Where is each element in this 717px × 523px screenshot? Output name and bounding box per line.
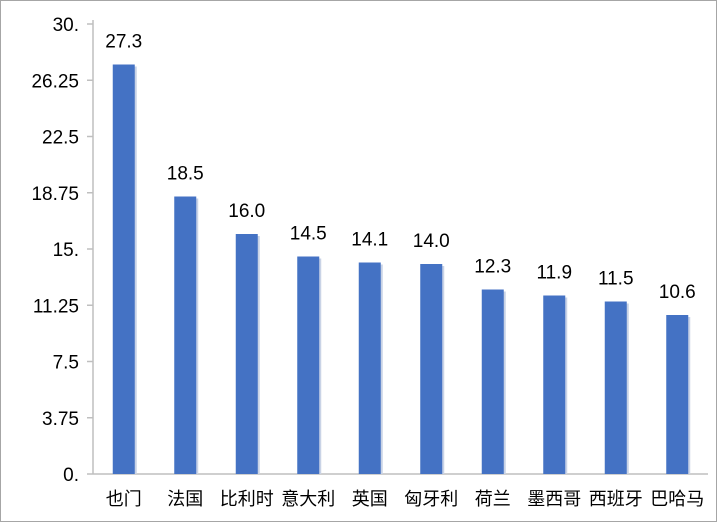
data-label: 14.1 (351, 230, 388, 251)
data-label: 10.6 (659, 282, 696, 303)
category-label: 西班牙 (589, 489, 643, 510)
category-label: 比利时 (220, 489, 274, 510)
bar (666, 315, 689, 474)
y-tick-label: 0. (63, 465, 79, 486)
category-label: 法国 (167, 489, 203, 510)
bar (481, 289, 504, 474)
category-label: 墨西哥 (527, 489, 581, 510)
y-tick-label: 7.5 (53, 353, 79, 374)
bar (358, 262, 381, 474)
y-tick-label: 3.75 (42, 409, 79, 430)
bar (235, 234, 258, 474)
data-label: 14.0 (413, 231, 450, 252)
y-tick-label: 18.75 (31, 184, 79, 205)
y-tick-label: 11.25 (33, 296, 79, 317)
data-label: 16.0 (228, 201, 265, 222)
category-label: 荷兰 (475, 489, 511, 510)
data-label: 14.5 (290, 224, 327, 245)
y-tick-label: 26.25 (31, 71, 79, 92)
data-label: 11.5 (598, 269, 634, 290)
category-labels-group: 也门 法国 比利时 意大利 英国 匈牙利 荷兰 墨西哥 西班牙 巴哈马 (106, 489, 705, 510)
y-axis-ticks: 0. 3.75 7.5 11.25 15. 18.75 22.5 26.25 30. (31, 15, 93, 486)
bar (174, 196, 197, 474)
data-label: 12.3 (474, 257, 511, 278)
data-label: 18.5 (167, 164, 204, 185)
bar (112, 64, 135, 474)
y-tick-label: 22.5 (42, 128, 79, 149)
y-tick-label: 30. (53, 15, 79, 36)
category-label: 英国 (352, 489, 388, 510)
data-labels-group: 27.3 18.5 16.0 14.5 14.1 14.0 12.3 11.9 11.5 10.6 (105, 32, 695, 304)
category-label: 匈牙利 (404, 489, 458, 510)
bar (297, 256, 320, 474)
data-label: 27.3 (105, 32, 142, 53)
bars-group (112, 64, 691, 474)
y-tick-label: 15. (53, 240, 79, 261)
category-label: 也门 (106, 489, 142, 510)
bar (543, 295, 566, 474)
category-label: 巴哈马 (650, 489, 704, 510)
data-label: 11.9 (536, 263, 572, 284)
category-label: 意大利 (281, 489, 335, 510)
bar (604, 301, 627, 474)
bar (420, 264, 443, 474)
